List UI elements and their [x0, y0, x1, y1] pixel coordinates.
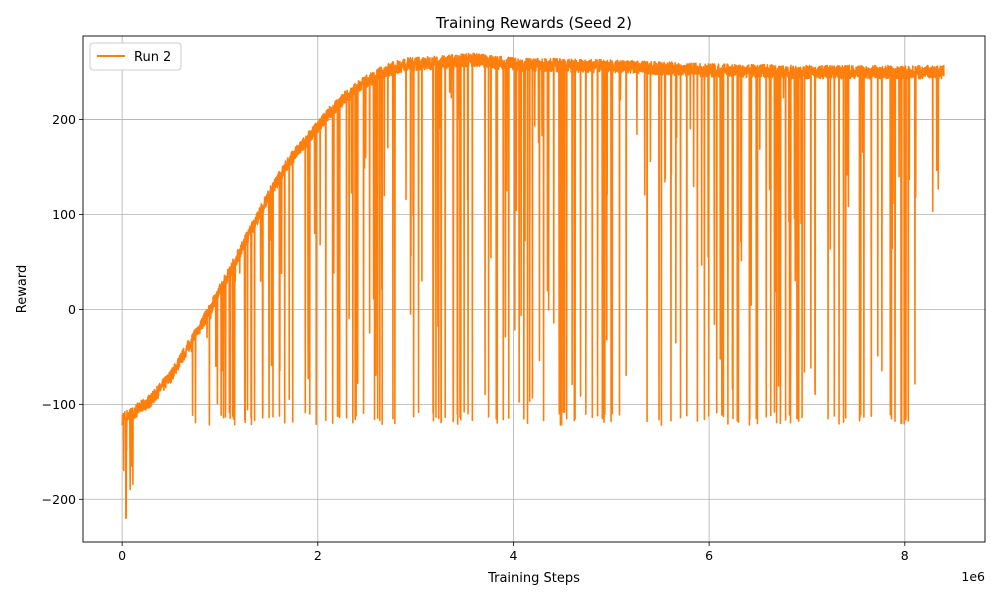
- x-tick-label: 6: [705, 548, 713, 563]
- x-tick-label: 0: [118, 548, 126, 563]
- x-tick-label: 8: [901, 548, 909, 563]
- axes-frame: [82, 35, 986, 543]
- y-tick-label: −100: [42, 397, 76, 412]
- y-axis: −200 −100 0 100 200: [42, 112, 83, 507]
- legend-label-run-2: Run 2: [134, 50, 171, 65]
- legend: Run 2: [89, 42, 182, 71]
- y-tick-label: 0: [68, 302, 76, 317]
- y-tick-label: −200: [42, 492, 76, 507]
- chart-title: Training Rewards (Seed 2): [435, 14, 632, 32]
- x-axis-offset-text: 1e6: [961, 569, 985, 584]
- y-axis-label: Reward: [15, 265, 30, 313]
- x-tick-label: 4: [509, 548, 517, 563]
- y-tick-label: 200: [52, 112, 76, 127]
- x-axis-label: Training Steps: [487, 571, 580, 586]
- x-axis: 0 2 4 6 8: [118, 542, 909, 563]
- legend-box: [89, 42, 182, 71]
- series-line-run-2: [121, 52, 945, 520]
- plot-area: [121, 52, 945, 520]
- x-tick-label: 2: [314, 548, 322, 563]
- y-tick-label: 100: [52, 207, 76, 222]
